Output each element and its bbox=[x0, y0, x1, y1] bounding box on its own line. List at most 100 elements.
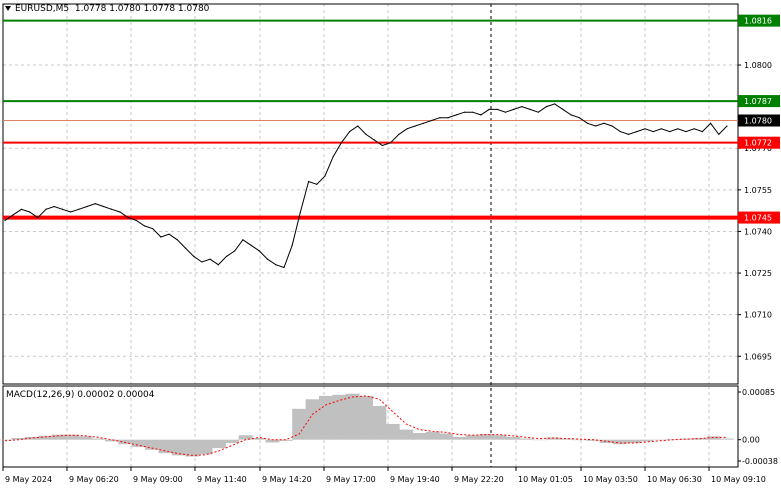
price-point bbox=[570, 114, 572, 116]
price-point bbox=[455, 114, 457, 116]
price-point bbox=[184, 247, 187, 249]
price-point bbox=[316, 183, 318, 185]
price-point bbox=[127, 216, 129, 219]
price-point bbox=[701, 130, 703, 133]
price-point bbox=[586, 122, 589, 124]
macd-histogram-bar bbox=[626, 439, 641, 444]
price-point bbox=[668, 130, 671, 133]
price-point bbox=[78, 208, 80, 210]
price-point bbox=[242, 239, 244, 241]
price-point bbox=[332, 155, 334, 158]
macd-histogram-bar bbox=[613, 439, 627, 445]
macd-pane-border bbox=[2, 385, 739, 468]
macd-histogram-bar bbox=[532, 439, 547, 441]
price-point bbox=[390, 142, 392, 144]
macd-histogram-bar bbox=[78, 436, 93, 440]
macd-histogram-bar bbox=[318, 395, 333, 440]
price-point bbox=[562, 108, 564, 111]
macd-histogram-bar bbox=[225, 439, 240, 444]
y-tick-label: 1.0710 bbox=[744, 311, 772, 320]
x-tick-label: 10 May 09:10 bbox=[711, 475, 766, 484]
macd-histogram-bar bbox=[439, 433, 454, 440]
main-pane-border bbox=[2, 3, 739, 385]
price-point bbox=[595, 125, 597, 127]
price-point bbox=[431, 119, 433, 122]
price-point bbox=[463, 111, 466, 113]
macd-histogram-bar bbox=[720, 438, 734, 440]
macd-histogram-bar bbox=[332, 394, 347, 440]
macd-tick-label: -0.00038 bbox=[742, 457, 778, 466]
price-point bbox=[611, 125, 613, 127]
macd-histogram-bar bbox=[679, 438, 694, 440]
price-point bbox=[504, 111, 507, 113]
x-tick-label: 10 May 01:05 bbox=[518, 475, 573, 484]
level-price-tag bbox=[738, 95, 780, 108]
price-point bbox=[152, 228, 154, 230]
macd-histogram-bar bbox=[38, 435, 53, 440]
price-point bbox=[53, 205, 55, 208]
price-point bbox=[652, 130, 654, 133]
macd-histogram-bar bbox=[185, 439, 200, 457]
macd-histogram-bar bbox=[519, 438, 534, 440]
price-point bbox=[660, 128, 662, 130]
macd-histogram-bar bbox=[559, 438, 574, 440]
price-point bbox=[307, 180, 310, 183]
price-point bbox=[545, 106, 548, 108]
y-tick-label: 1.0770 bbox=[744, 144, 772, 153]
price-point bbox=[209, 258, 211, 260]
price-point bbox=[135, 219, 137, 221]
macd-histogram-bar bbox=[639, 439, 654, 442]
price-point bbox=[480, 114, 482, 116]
price-point bbox=[488, 108, 490, 111]
level-price-label: 1.0816 bbox=[744, 17, 772, 26]
price-point bbox=[348, 130, 351, 133]
price-point bbox=[685, 130, 687, 133]
price-point bbox=[234, 250, 236, 252]
price-point bbox=[381, 144, 384, 147]
y-tick-label: 1.0725 bbox=[744, 269, 772, 278]
macd-histogram-bar bbox=[372, 406, 387, 440]
price-point bbox=[70, 211, 72, 213]
macd-histogram-bar bbox=[305, 399, 320, 440]
price-point bbox=[447, 117, 449, 119]
y-tick-label: 1.0800 bbox=[744, 61, 772, 70]
price-point bbox=[578, 117, 580, 119]
macd-histogram-bar bbox=[479, 434, 494, 440]
macd-tick-label: 0.00085 bbox=[742, 388, 775, 397]
level-price-tag bbox=[738, 136, 780, 149]
price-point bbox=[258, 250, 260, 252]
macd-histogram-bar bbox=[412, 432, 427, 440]
price-point bbox=[472, 111, 474, 113]
x-tick-label: 10 May 03:50 bbox=[583, 475, 638, 484]
level-price-label: 1.0787 bbox=[744, 97, 772, 106]
macd-histogram-bar bbox=[466, 435, 480, 440]
current-price-tag bbox=[738, 114, 780, 127]
price-point bbox=[12, 214, 14, 216]
price-point bbox=[439, 117, 441, 119]
x-tick-label: 9 May 14:20 bbox=[262, 475, 312, 484]
price-point bbox=[176, 239, 178, 241]
price-point bbox=[111, 208, 113, 210]
price-point bbox=[324, 175, 326, 177]
macd-histogram-bar bbox=[51, 434, 66, 440]
macd-histogram-bar bbox=[238, 435, 253, 440]
price-point bbox=[37, 216, 39, 219]
macd-histogram-bar bbox=[91, 438, 106, 440]
x-tick-label: 9 May 11:40 bbox=[197, 475, 247, 484]
y-tick-label: 1.0695 bbox=[744, 352, 772, 361]
price-point bbox=[45, 208, 47, 210]
x-tick-label: 10 May 06:30 bbox=[647, 475, 702, 484]
dropdown-triangle-icon[interactable] bbox=[5, 6, 11, 11]
price-point bbox=[636, 130, 638, 133]
macd-histogram-bar bbox=[64, 434, 79, 440]
macd-histogram-bar bbox=[492, 435, 507, 440]
price-point bbox=[61, 208, 64, 210]
macd-histogram-bar bbox=[425, 431, 440, 440]
x-tick-label: 9 May 19:40 bbox=[390, 475, 440, 484]
price-point bbox=[603, 122, 605, 124]
price-point bbox=[513, 108, 515, 111]
macd-histogram-bar bbox=[11, 438, 26, 440]
